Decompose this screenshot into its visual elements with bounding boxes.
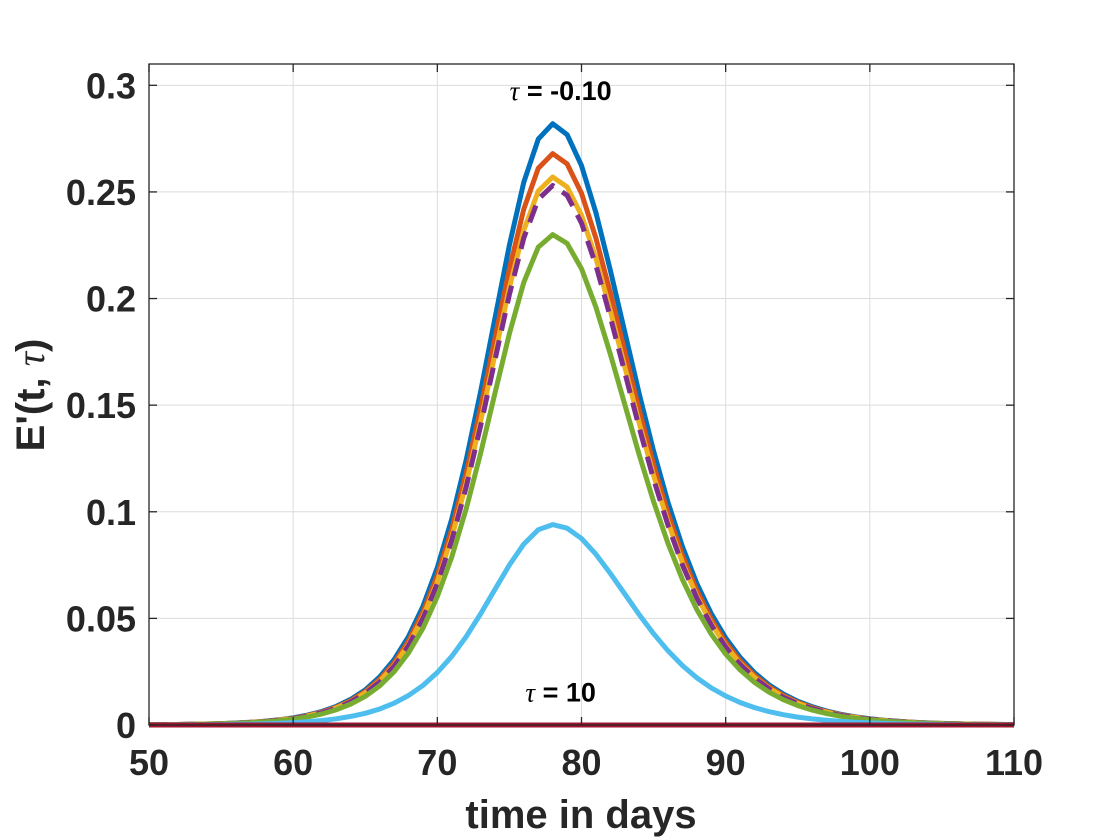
tau-annotation: τ = -0.10 (510, 76, 612, 106)
tau-annotation: τ = 10 (525, 678, 595, 708)
x-tick-label: 90 (706, 742, 746, 783)
x-tick-label: 60 (273, 742, 313, 783)
x-tick-label: 100 (840, 742, 900, 783)
y-tick-label: 0.1 (86, 492, 136, 533)
y-axis-label: E'(t, τ) (8, 339, 53, 452)
x-axis-label: time in days (465, 793, 696, 837)
y-tick-label: 0 (116, 705, 136, 746)
y-tick-label: 0.2 (86, 279, 136, 320)
tick-marks (148, 64, 1015, 726)
x-tick-labels: 50 60 70 80 90 100 110 (129, 742, 1043, 783)
y-tick-label: 0.25 (66, 172, 136, 213)
y-tick-label: 0.3 (86, 65, 136, 106)
y-tick-labels: 0 0.05 0.1 0.15 0.2 0.25 0.3 (66, 65, 136, 746)
x-tick-label: 70 (417, 742, 457, 783)
annotations: τ = -0.10 τ = 10 (510, 76, 612, 707)
x-tick-label: 50 (129, 742, 169, 783)
x-tick-label: 80 (561, 742, 601, 783)
y-tick-label: 0.15 (66, 385, 136, 426)
x-tick-label: 110 (985, 742, 1043, 783)
y-tick-label: 0.05 (66, 598, 136, 639)
